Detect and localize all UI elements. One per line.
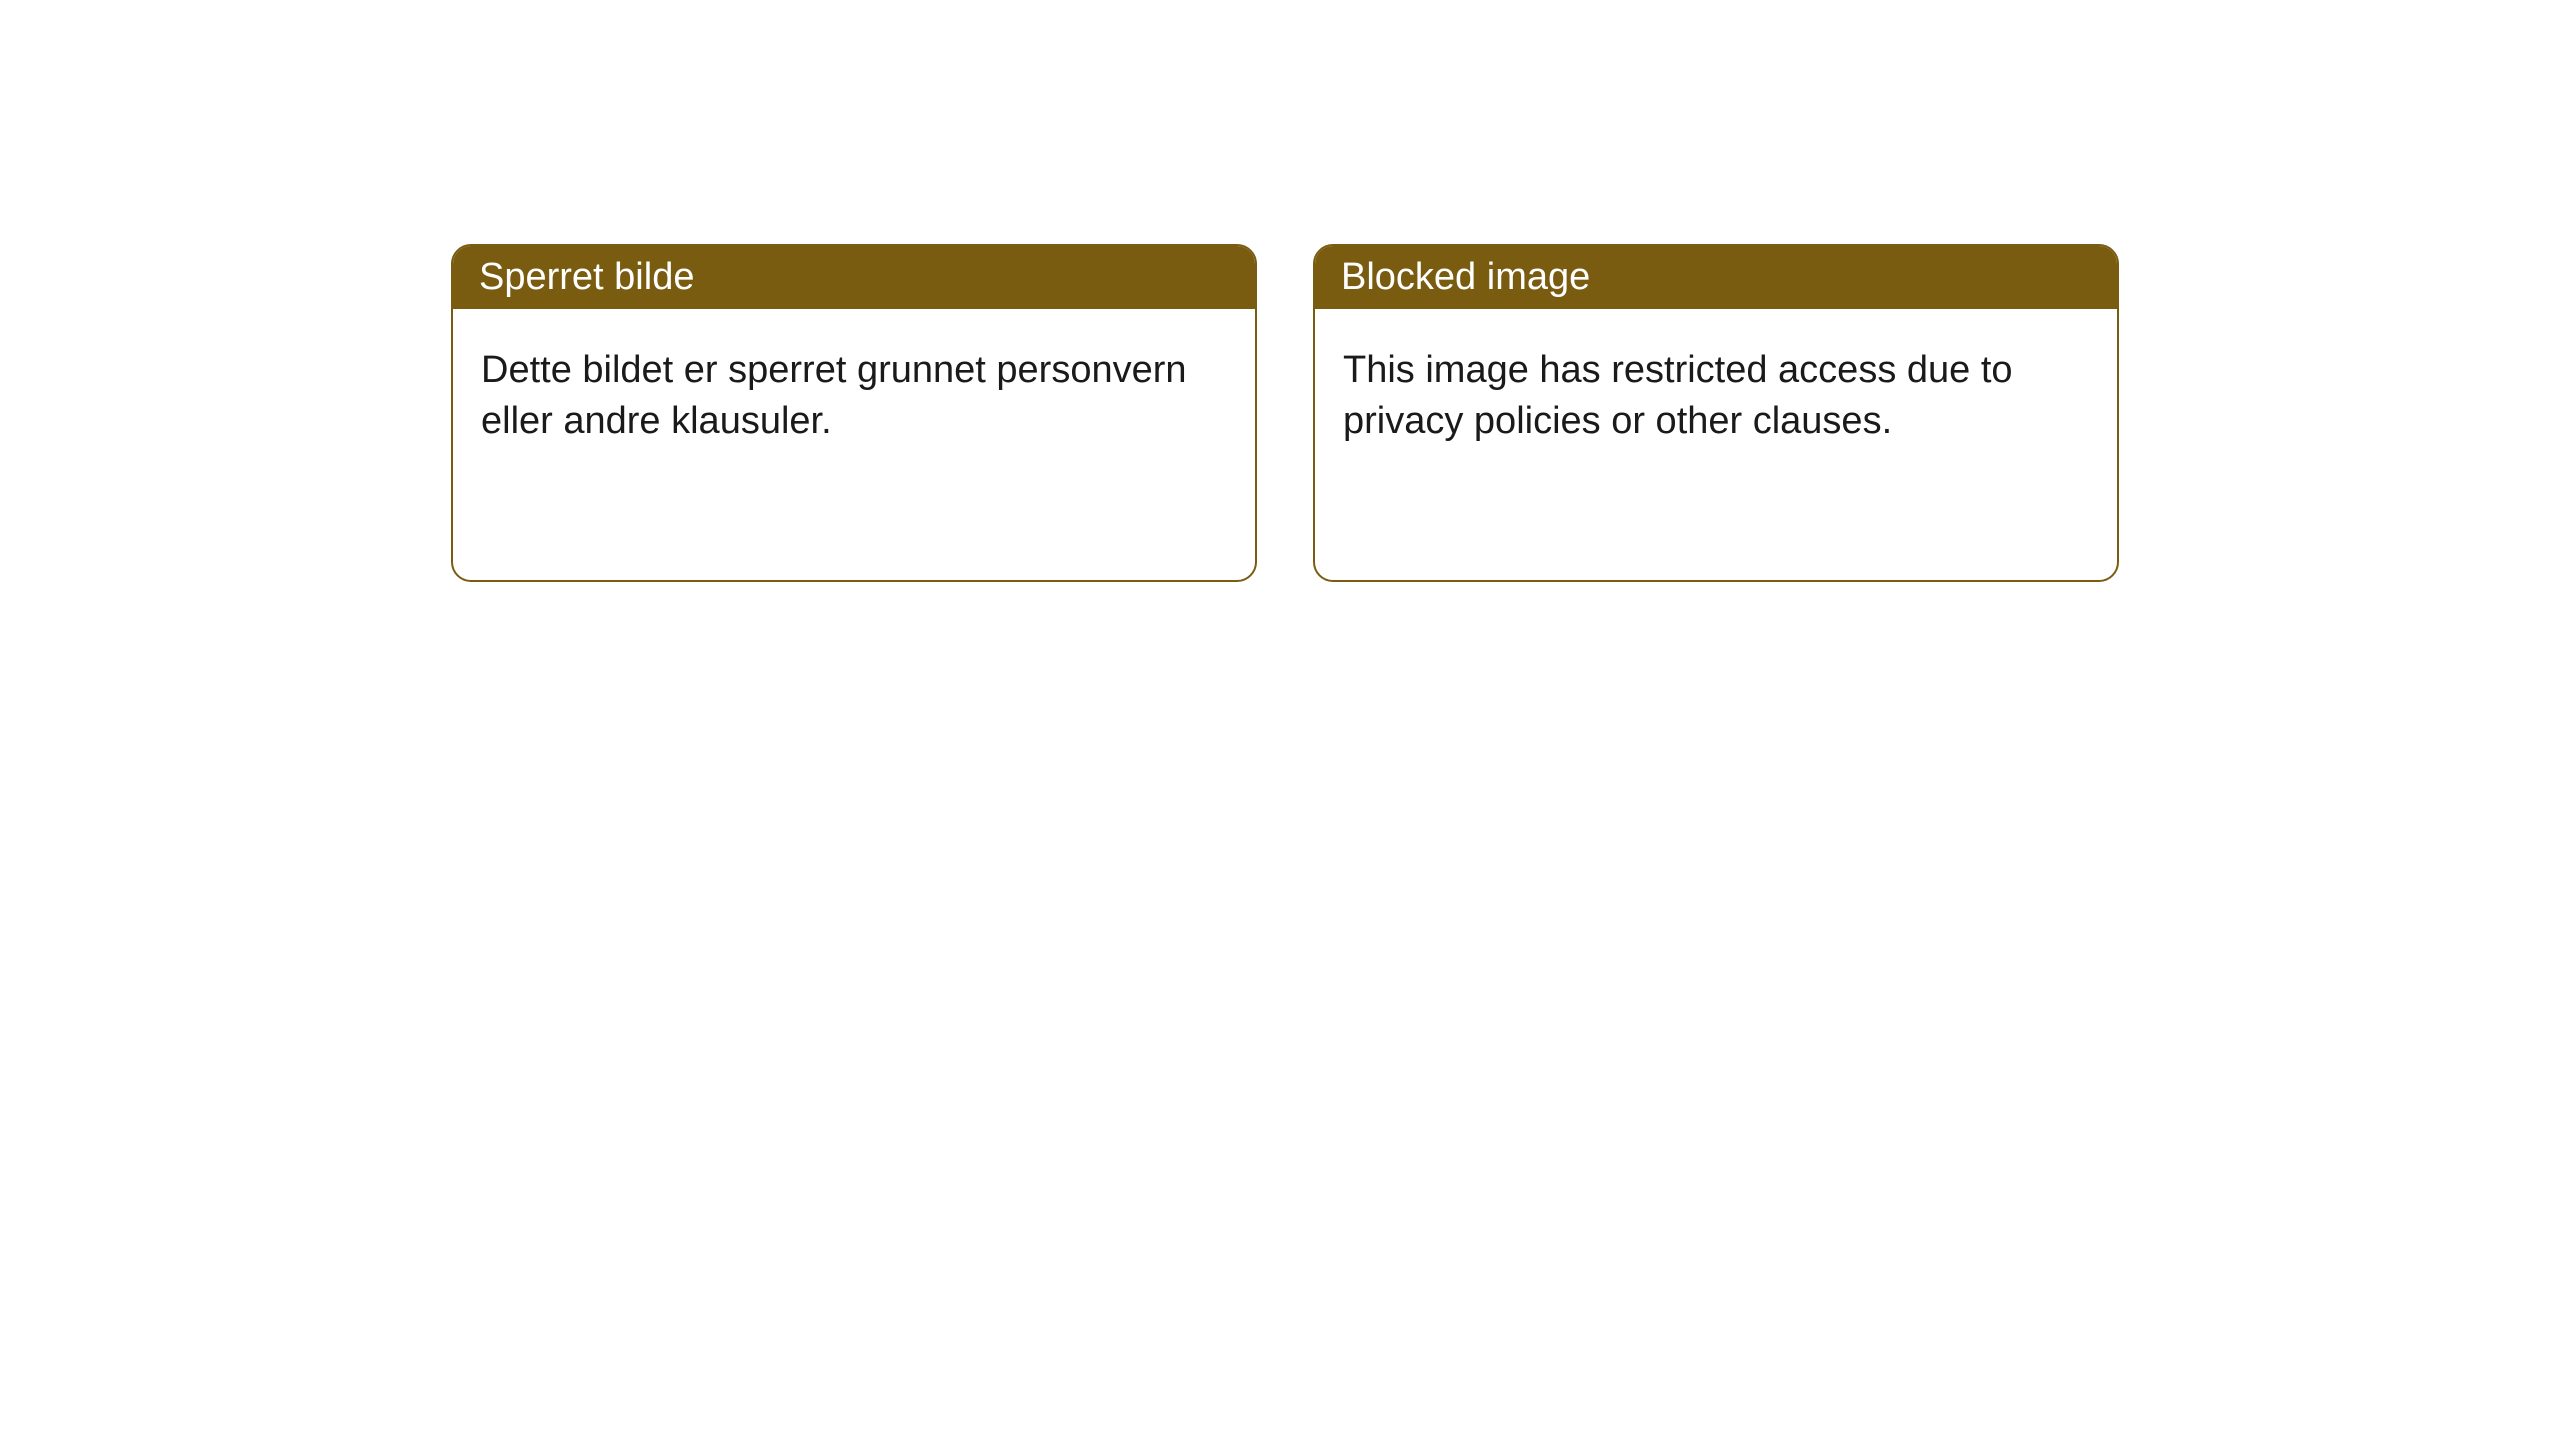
card-body-text: This image has restricted access due to … <box>1315 309 2117 484</box>
card-body-text: Dette bildet er sperret grunnet personve… <box>453 309 1255 484</box>
card-title: Blocked image <box>1315 246 2117 309</box>
blocked-image-card-en: Blocked image This image has restricted … <box>1313 244 2119 582</box>
blocked-image-card-no: Sperret bilde Dette bildet er sperret gr… <box>451 244 1257 582</box>
card-title: Sperret bilde <box>453 246 1255 309</box>
notice-cards-container: Sperret bilde Dette bildet er sperret gr… <box>0 0 2560 582</box>
